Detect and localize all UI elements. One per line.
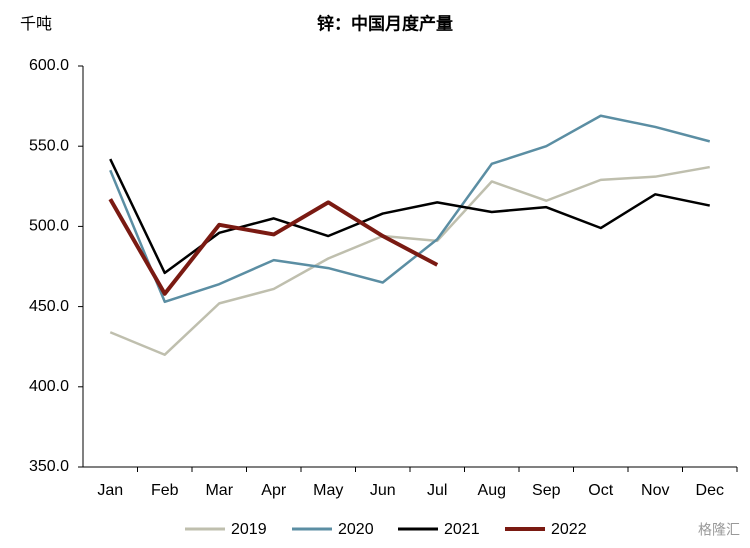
watermark: 格隆汇 <box>698 522 740 538</box>
legend-label: 2019 <box>231 521 267 538</box>
chart-title: 锌：中国月度产量 <box>317 13 453 33</box>
x-tick-label: Jan <box>97 482 123 499</box>
y-tick-label: 350.0 <box>29 458 69 475</box>
x-tick-label: Aug <box>478 482 506 499</box>
y-tick-label: 450.0 <box>29 298 69 315</box>
x-tick-label: May <box>313 482 343 499</box>
x-tick-label: Jul <box>427 482 447 499</box>
line-series <box>108 198 439 296</box>
line-series <box>109 158 711 275</box>
y-tick-label: 400.0 <box>29 378 69 395</box>
line-series <box>109 114 711 304</box>
x-tick-label: Jun <box>370 482 396 499</box>
legend-label: 2022 <box>551 521 587 538</box>
legend-label: 2020 <box>338 521 374 538</box>
x-tick-label: Dec <box>696 482 724 499</box>
y-tick-label: 550.0 <box>29 137 69 154</box>
y-tick-label: 500.0 <box>29 218 69 235</box>
legend-label: 2021 <box>444 521 480 538</box>
x-tick-label: Feb <box>151 482 179 499</box>
line-series <box>109 165 710 356</box>
x-tick-label: Nov <box>641 482 669 499</box>
y-axis-label: 千吨 <box>20 15 52 33</box>
x-tick-label: Mar <box>205 482 233 499</box>
x-tick-label: Oct <box>588 482 613 499</box>
x-tick-label: Apr <box>261 482 287 499</box>
y-tick-label: 600.0 <box>29 57 69 74</box>
x-tick-label: Sep <box>532 482 561 499</box>
